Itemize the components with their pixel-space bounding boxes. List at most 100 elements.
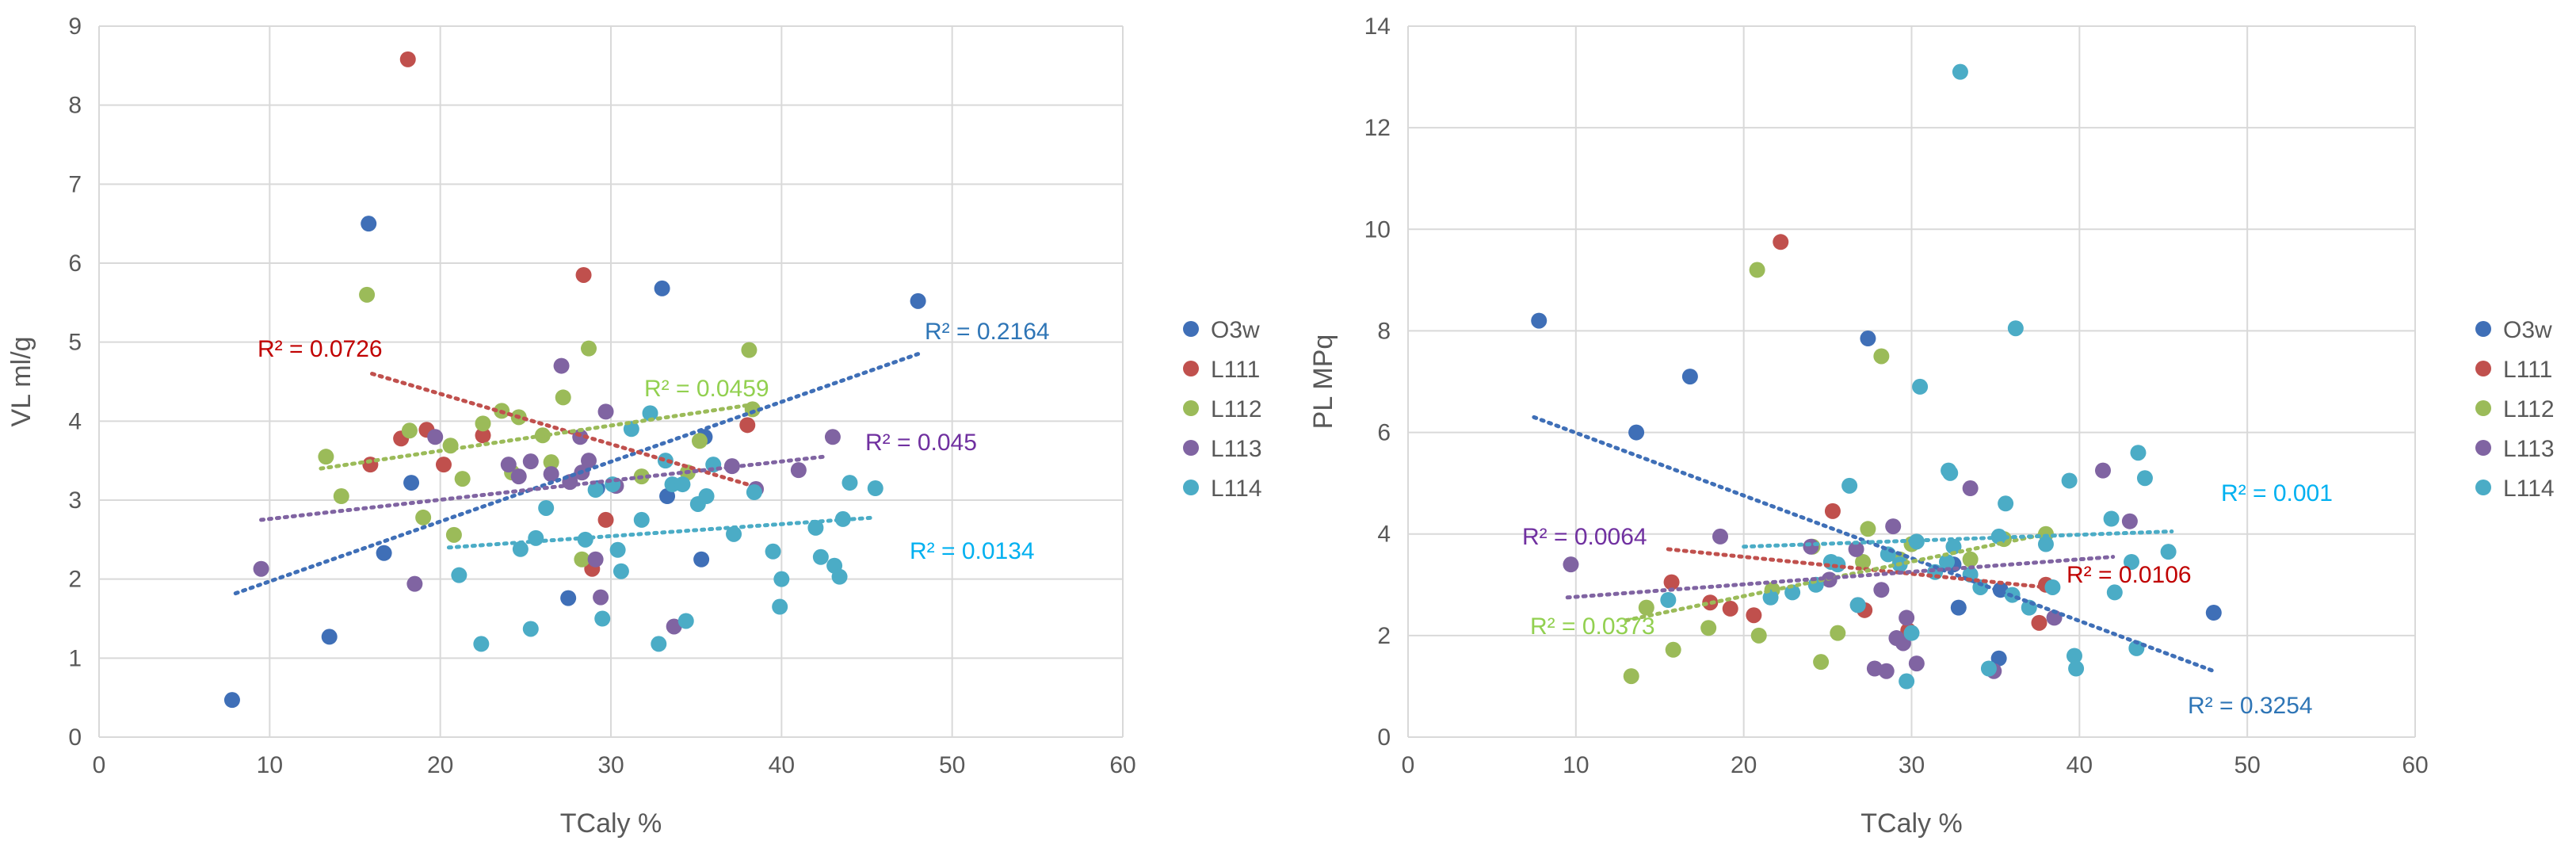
x-tick-label: 10 — [1563, 752, 1589, 778]
r-squared-label: R² = 0.2164 — [925, 319, 1050, 345]
series-l112 — [318, 286, 761, 567]
data-point — [773, 571, 790, 587]
data-point — [2106, 584, 2123, 601]
data-point — [1749, 262, 1765, 278]
y-tick-label: 10 — [1364, 216, 1391, 243]
data-point — [609, 541, 626, 558]
data-point — [318, 449, 334, 465]
y-tick-label: 2 — [68, 567, 82, 593]
legend-label: O3w — [1211, 317, 1260, 343]
data-point — [746, 484, 762, 501]
data-point — [321, 629, 338, 645]
data-point — [2046, 610, 2063, 626]
scatter-plot-right: 0 2 4 6 8 10 12 14 0 10 20 30 40 50 60 TCaly % PL MPq R² … — [1308, 13, 2555, 839]
trendline-l111 — [370, 372, 750, 487]
x-tick-label: 50 — [2234, 752, 2260, 778]
legend-label: L111 — [2503, 357, 2552, 383]
data-point — [1860, 521, 1876, 537]
y-tick-label: 4 — [68, 408, 82, 434]
y-tick-label: 9 — [68, 13, 82, 40]
legend-label: O3w — [2503, 317, 2552, 343]
data-point — [1885, 518, 1902, 535]
data-point — [510, 468, 527, 485]
data-point — [2124, 553, 2140, 570]
data-point — [1803, 538, 1819, 555]
data-point — [560, 590, 577, 606]
y-axis-title: VL ml/g — [6, 336, 36, 426]
data-point — [435, 457, 452, 473]
r-squared-label: R² = 0.0064 — [1522, 524, 1647, 550]
legend-label: L111 — [1211, 357, 1260, 383]
data-point — [741, 342, 758, 358]
series-l113 — [1563, 462, 2138, 679]
legend-label: L114 — [1211, 476, 1262, 502]
data-point — [587, 551, 604, 567]
y-tick-label: 7 — [68, 171, 82, 197]
data-point — [475, 427, 491, 444]
data-point — [657, 453, 674, 469]
data-point — [406, 575, 423, 592]
data-point — [473, 636, 490, 652]
legend-marker — [2475, 361, 2491, 376]
legend-marker — [1183, 400, 1199, 416]
scatter-plot-left: 0 1 2 3 4 5 6 7 8 9 0 10 20 30 40 50 60 TCaly % VL ml/g R² … — [6, 13, 1262, 839]
r-squared-label: R² = 0.0134 — [910, 538, 1035, 564]
data-point — [253, 560, 269, 577]
data-point — [500, 457, 517, 473]
data-point — [642, 405, 658, 422]
x-tick-label: 30 — [597, 752, 624, 778]
data-point — [2160, 544, 2177, 560]
data-point — [1746, 607, 1762, 624]
data-point — [739, 417, 756, 434]
x-tick-label: 30 — [1899, 752, 1925, 778]
trendline-l113 — [1565, 555, 2116, 600]
x-tick-label: 0 — [1402, 752, 1415, 778]
data-point — [1830, 556, 1846, 573]
gridlines — [98, 25, 1124, 738]
data-point — [698, 488, 715, 505]
x-axis-title: TCaly % — [560, 808, 662, 839]
legend-marker — [1183, 361, 1199, 376]
data-point — [361, 216, 377, 232]
data-point — [581, 340, 597, 357]
series-l112 — [1623, 262, 2054, 685]
trendline-l113 — [259, 454, 826, 522]
data-point — [613, 563, 629, 579]
legend-marker — [2475, 440, 2491, 456]
data-point — [691, 433, 708, 449]
legend-marker — [2475, 480, 2491, 495]
data-point — [597, 403, 614, 420]
y-tick-label: 0 — [68, 724, 82, 751]
data-point — [1638, 599, 1654, 616]
data-point — [2066, 648, 2082, 664]
data-point — [1849, 597, 1866, 613]
data-point — [1824, 503, 1841, 519]
data-point — [1980, 660, 1997, 677]
data-point — [359, 286, 376, 303]
data-point — [1700, 620, 1717, 636]
data-point — [659, 488, 676, 505]
data-point — [2037, 536, 2054, 552]
data-point — [1873, 348, 1890, 365]
data-point — [1878, 663, 1895, 679]
data-point — [1938, 553, 1955, 570]
data-point — [1750, 627, 1767, 644]
data-point — [666, 618, 682, 635]
data-point — [1945, 538, 1962, 555]
data-point — [1942, 464, 1959, 481]
y-tick-label: 8 — [1377, 318, 1391, 344]
data-point — [824, 429, 841, 445]
data-point — [812, 548, 829, 565]
data-point — [1908, 655, 1925, 672]
data-point — [2044, 579, 2061, 595]
y-axis-title: PL MPq — [1308, 334, 1338, 430]
data-point — [1531, 312, 1548, 329]
data-point — [415, 509, 432, 525]
series-l114 — [1660, 63, 2177, 690]
data-point — [1712, 528, 1729, 545]
x-tick-label: 60 — [2402, 752, 2428, 778]
data-point — [2068, 660, 2085, 677]
y-tick-label: 12 — [1364, 115, 1391, 141]
data-point — [1860, 331, 1876, 347]
data-point — [1660, 592, 1677, 609]
